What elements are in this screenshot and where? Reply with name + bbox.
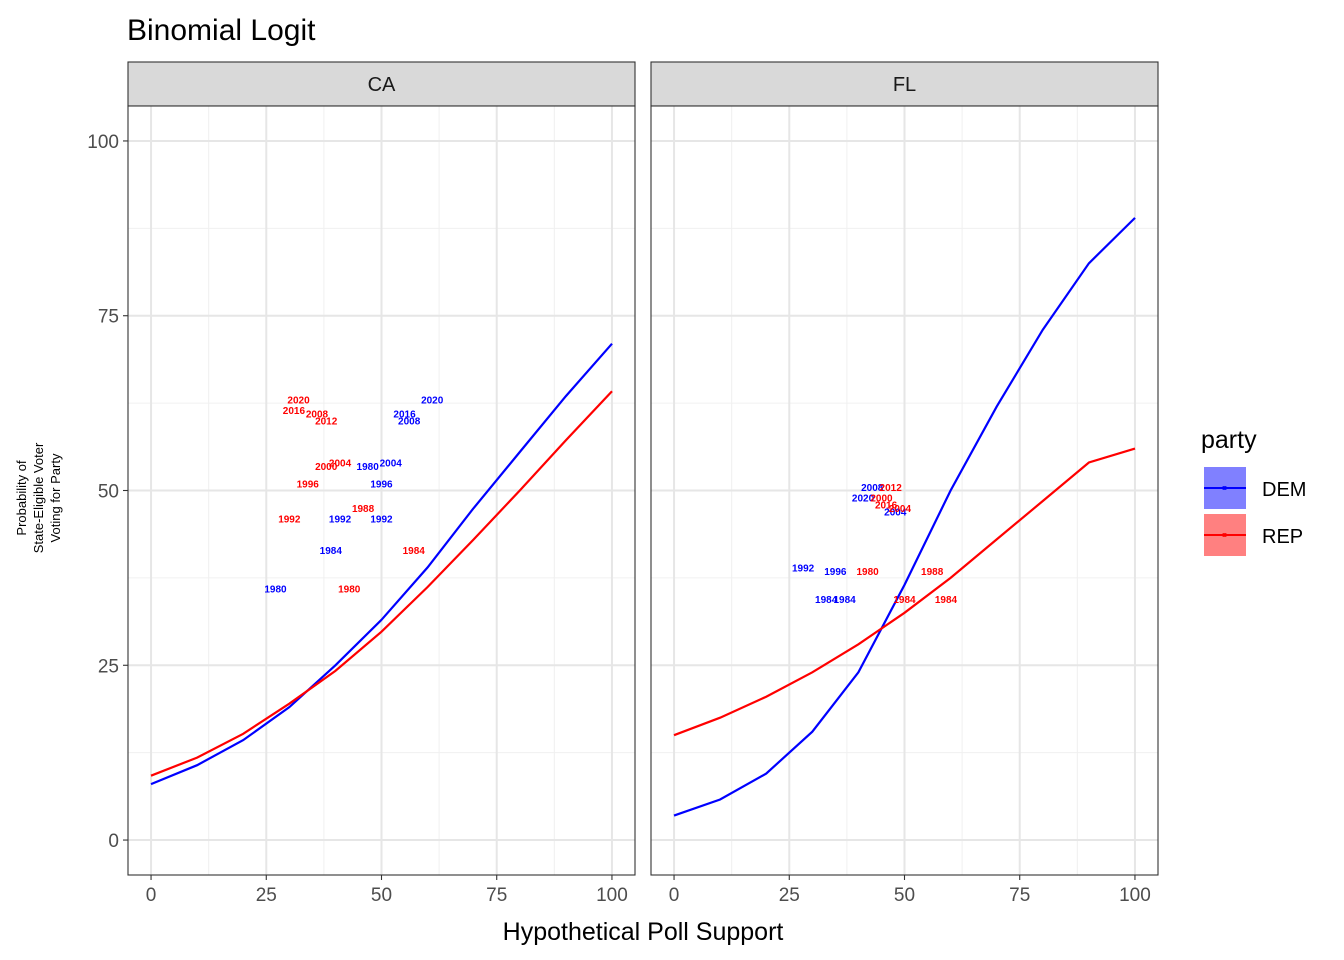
point-label-dem: 1984 [815,595,838,606]
point-label-rep: 1992 [278,514,301,525]
x-axis-title: Hypothetical Poll Support [503,918,784,946]
y-axis-title-line-3: Voting for Party [48,453,63,542]
y-axis-title-line-1: Probability of [14,460,29,536]
point-label-dem: 1984 [833,595,856,606]
point-label-dem: 2020 [852,493,875,504]
chart-title: Binomial Logit [127,14,316,47]
x-tick-label: 50 [371,885,392,906]
point-label-rep: 1984 [893,595,916,606]
strip-label-fl: FL [893,74,916,96]
strip-ca [127,61,636,107]
point-label-rep: 2000 [315,462,338,473]
point-label-dem: 1992 [329,514,352,525]
point-label-rep: 2000 [870,493,893,504]
point-label-rep: 1988 [921,567,944,578]
strip-fl [650,61,1159,107]
y-tick-label: 0 [108,831,119,852]
legend-label-dem: DEM [1262,479,1306,501]
point-label-dem: 1980 [264,584,287,595]
point-label-dem: 2020 [421,396,444,407]
x-tick-label: 25 [779,885,800,906]
legend-item-rep: REP [1204,514,1303,556]
series-line-dem [150,342,613,786]
point-label-rep: 2004 [889,504,912,515]
series-line-rep [673,447,1136,737]
y-axis-title-line-2: State-Eligible Voter [31,442,46,553]
x-tick-label: 0 [146,885,157,906]
x-tick-label: 100 [1119,885,1151,906]
y-tick-label: 100 [87,132,119,153]
series-line-rep [150,390,613,777]
y-tick-label: 25 [98,656,119,677]
x-tick-label: 0 [669,885,680,906]
legend-glyph-rep [1222,533,1227,537]
point-label-dem: 1984 [320,546,343,557]
point-label-rep: 2012 [315,417,338,428]
point-label-dem: 2008 [398,417,421,428]
facet-panels: CA19801984199219921996200419802016200820… [87,61,1159,906]
point-label-dem: 1992 [370,514,393,525]
point-label-rep: 2020 [287,396,310,407]
series-line-dem [673,217,1136,817]
point-label-rep: 2004 [329,459,352,470]
point-label-rep: 2016 [283,406,306,417]
point-label-dem: 1992 [792,563,815,574]
point-label-rep: 2016 [875,500,898,511]
point-label-rep: 1980 [338,584,361,595]
strip-label-ca: CA [368,74,396,96]
legend-glyph-dem [1222,486,1227,490]
point-label-rep: 2012 [880,483,903,494]
x-tick-label: 50 [894,885,915,906]
legend: party DEM REP [1201,426,1306,556]
point-label-dem: 1996 [370,480,393,491]
point-label-dem: 2008 [861,483,884,494]
point-label-rep: 1996 [297,480,320,491]
point-label-dem: 2016 [393,410,416,421]
point-label-rep: 2008 [306,410,329,421]
point-label-rep: 1980 [857,567,880,578]
x-tick-label: 75 [486,885,507,906]
point-label-dem: 2004 [884,507,907,518]
point-label-rep: 1988 [352,504,375,515]
x-tick-label: 100 [596,885,628,906]
y-tick-label: 50 [98,482,119,503]
panel-ca: CA19801984199219921996200419802016200820… [87,61,636,906]
y-axis-title: Probability of State-Eligible Voter Voti… [14,442,63,553]
legend-item-dem: DEM [1204,467,1306,509]
x-tick-label: 75 [1009,885,1030,906]
x-tick-label: 25 [256,885,277,906]
legend-title: party [1201,426,1257,454]
point-label-rep: 1984 [403,546,426,557]
point-label-dem: 1996 [824,567,847,578]
y-tick-label: 75 [98,307,119,328]
point-label-rep: 1984 [935,595,958,606]
point-label-dem: 1980 [357,462,380,473]
legend-label-rep: REP [1262,526,1303,548]
point-label-dem: 2004 [380,459,403,470]
